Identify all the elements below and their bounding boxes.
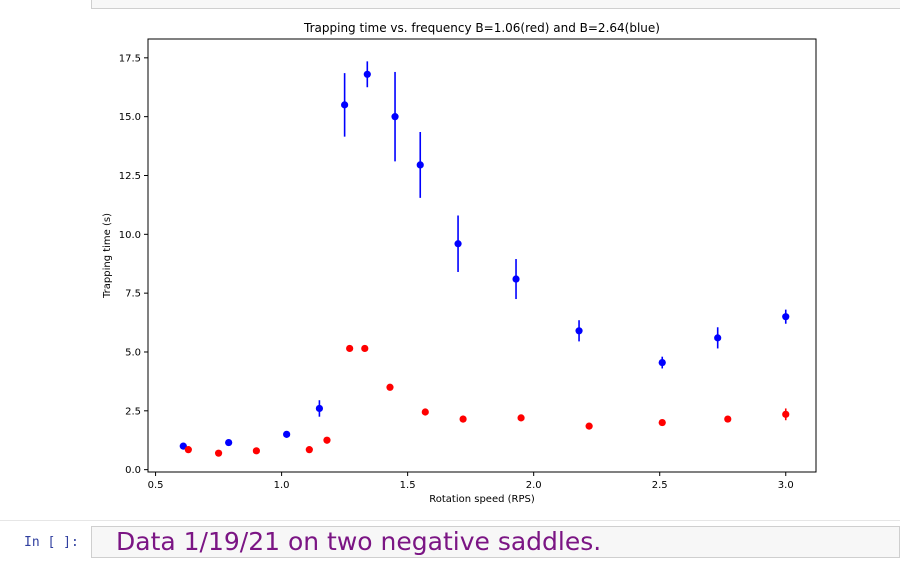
data-point (454, 240, 462, 248)
data-point (658, 358, 666, 367)
previous-cell-input[interactable] (91, 0, 900, 9)
y-tick-label: 12.5 (119, 171, 141, 182)
x-tick-label: 2.5 (652, 480, 668, 491)
data-point (585, 422, 593, 430)
cell-divider (0, 520, 900, 521)
y-tick-label: 2.5 (125, 406, 141, 417)
data-point (305, 446, 313, 454)
data-point (421, 408, 429, 416)
cell-output-area: Trapping time vs. frequency B=1.06(red) … (0, 8, 900, 518)
x-tick-label: 2.0 (526, 480, 542, 491)
data-point (283, 430, 291, 438)
data-point (714, 334, 722, 342)
data-point (658, 418, 666, 427)
chart-title: Trapping time vs. frequency B=1.06(red) … (303, 21, 660, 35)
x-axis-label: Rotation speed (RPS) (429, 494, 535, 505)
data-point (391, 113, 399, 121)
data-point (782, 410, 790, 418)
y-tick-label: 10.0 (119, 230, 141, 241)
y-tick-label: 0.0 (125, 465, 141, 476)
x-tick-label: 1.5 (400, 480, 416, 491)
data-point (252, 447, 260, 455)
data-point (575, 327, 583, 335)
plot-frame (147, 38, 817, 473)
data-point (315, 404, 324, 413)
data-point (459, 415, 467, 423)
cell-input-area[interactable]: Data 1/19/21 on two negative saddles. (91, 526, 900, 558)
data-point (363, 70, 371, 78)
data-point (386, 383, 394, 391)
x-tick-label: 3.0 (778, 480, 794, 491)
data-point (346, 344, 354, 353)
data-point (341, 101, 349, 109)
y-axis-label: Trapping time (s) (102, 213, 113, 299)
x-tick-label: 0.5 (148, 480, 164, 491)
markdown-cell-text: Data 1/19/21 on two negative saddles. (116, 527, 602, 556)
y-tick-label: 7.5 (125, 289, 141, 300)
y-tick-label: 5.0 (125, 347, 141, 358)
markdown-cell[interactable]: In [ ]: Data 1/19/21 on two negative sad… (0, 526, 900, 562)
scatter-chart: Trapping time vs. frequency B=1.06(red) … (102, 21, 817, 505)
cell-prompt: In [ ]: (24, 535, 79, 550)
data-point (361, 344, 369, 353)
y-tick-label: 15.0 (119, 112, 141, 123)
data-point (184, 446, 192, 454)
y-tick-label: 17.5 (119, 53, 141, 64)
x-tick-label: 1.0 (274, 480, 290, 491)
data-point (225, 438, 233, 447)
data-point (517, 414, 525, 422)
data-point (782, 313, 790, 321)
data-point (416, 161, 424, 169)
data-point (179, 442, 187, 450)
data-point (512, 275, 520, 283)
data-point (214, 449, 223, 457)
data-point (724, 415, 732, 423)
data-point (323, 436, 331, 444)
